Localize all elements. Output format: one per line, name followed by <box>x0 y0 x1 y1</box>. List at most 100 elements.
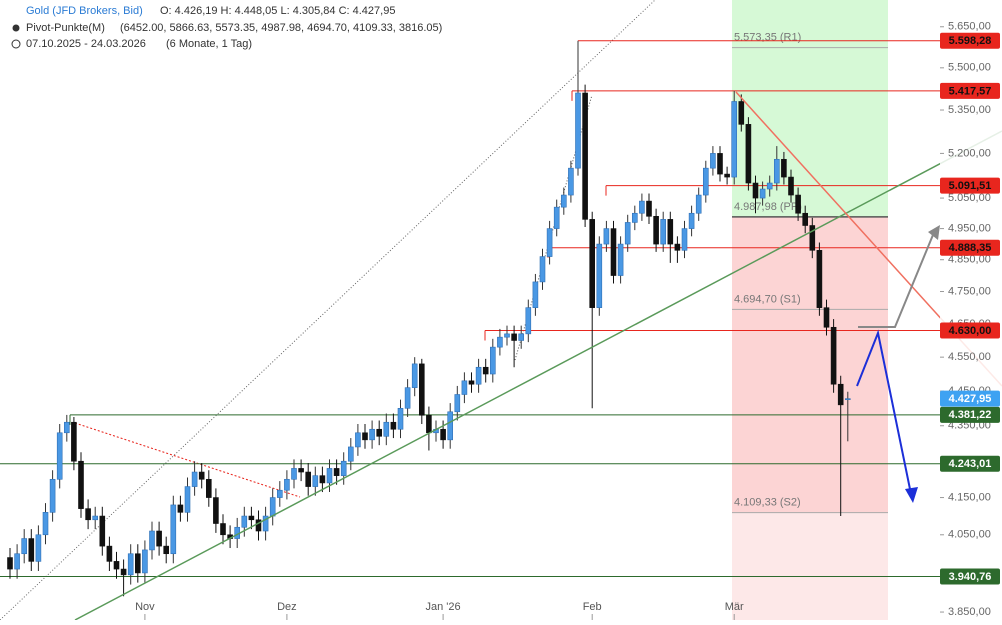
candle-body <box>340 460 347 476</box>
candle-body <box>518 333 525 341</box>
candle-body <box>35 534 42 562</box>
candle-body <box>355 432 361 448</box>
pivot-label: 4.694,70 (S1) <box>734 293 801 305</box>
candle-body <box>28 538 35 562</box>
date-range: 07.10.2025 - 24.03.2026 <box>26 38 146 50</box>
candle-body <box>177 504 184 513</box>
price-box <box>940 177 1000 194</box>
candle-body <box>646 200 652 217</box>
candles <box>7 40 851 597</box>
candle-body <box>596 243 603 308</box>
candle-body <box>752 182 759 199</box>
candle-body <box>440 428 446 441</box>
x-tick-label: Feb <box>583 601 602 613</box>
candle-body <box>539 256 546 283</box>
candle-body <box>461 380 468 395</box>
candle-body <box>610 228 617 276</box>
candle-body <box>142 549 148 574</box>
candle-body <box>589 219 596 308</box>
candle-body <box>99 515 106 547</box>
price-box <box>940 82 1000 99</box>
candle-body <box>837 383 844 406</box>
axis: 3.850,003.950,004.050,004.150,004.250,00… <box>135 0 1002 620</box>
y-tick-label: 5.350,00 <box>948 104 991 116</box>
candle-body <box>284 478 290 491</box>
trend-line-dotted <box>0 0 656 621</box>
candle-body <box>333 468 340 476</box>
price-box-label: 4.243,01 <box>949 458 992 470</box>
candle-body <box>844 398 851 400</box>
candle-body <box>489 346 496 375</box>
candle-body <box>411 363 418 388</box>
candle-body <box>347 446 354 462</box>
x-tick-label: Nov <box>135 601 155 613</box>
candle-body <box>724 173 730 178</box>
x-tick-label: Dez <box>277 601 297 613</box>
candle-body <box>504 333 510 338</box>
price-box-label: 4.381,22 <box>949 409 992 421</box>
candle-body <box>42 512 49 536</box>
candle-body <box>816 250 823 308</box>
price-box <box>940 406 1000 423</box>
candle-body <box>830 326 837 385</box>
price-box <box>940 568 1000 585</box>
price-box-label: 5.598,28 <box>949 35 992 47</box>
candle-body <box>92 515 98 521</box>
arrow-head <box>928 225 940 240</box>
candle-body <box>731 101 738 178</box>
candle-body <box>660 219 667 245</box>
zones <box>732 0 888 620</box>
pivot-label: 4.109,33 (S2) <box>734 496 801 508</box>
y-tick-label: 4.750,00 <box>948 285 991 297</box>
y-tick-label: 4.950,00 <box>948 222 991 234</box>
candle-body <box>262 515 269 532</box>
candle-body <box>773 158 780 184</box>
candle-body <box>120 568 127 576</box>
candle-body <box>788 176 794 196</box>
candle-body <box>156 530 162 547</box>
candle-body <box>135 553 141 574</box>
candle-body <box>276 489 283 498</box>
x-tick-label: Mär <box>725 601 744 613</box>
y-tick-label: 5.650,00 <box>948 21 991 33</box>
candle-body <box>319 475 326 484</box>
candle-body <box>553 206 560 229</box>
candle-body <box>575 92 581 169</box>
candle-body <box>14 553 20 570</box>
candle-body <box>475 366 482 385</box>
arrow-head <box>905 487 918 503</box>
ohlc-text: O: 4.426,19 H: 4.448,05 L: 4.305,84 C: 4… <box>160 5 395 17</box>
candle-body <box>631 212 638 223</box>
bear-zone-light <box>732 512 888 620</box>
bull-zone <box>732 0 888 217</box>
candle-body <box>383 421 390 437</box>
header: Gold (JFD Brokers, Bid) O: 4.426,19 H: 4… <box>11 5 442 50</box>
y-tick-label: 5.050,00 <box>948 192 991 204</box>
trend-line-dotted <box>74 422 301 498</box>
y-tick-label: 4.550,00 <box>948 351 991 363</box>
price-box <box>940 390 1000 407</box>
price-box-label: 4.888,35 <box>949 242 992 254</box>
candle-body <box>78 460 84 509</box>
candle-body <box>511 333 517 341</box>
price-box <box>940 239 1000 256</box>
candle-body <box>582 92 588 220</box>
trend-line <box>74 130 1002 621</box>
candle-body <box>702 167 709 196</box>
candle-body <box>213 497 219 524</box>
candle-body <box>802 212 809 226</box>
pivot-label: 4.987,98 (PP) <box>734 201 802 213</box>
candle-body <box>397 408 404 430</box>
candle-body <box>362 432 368 441</box>
candle-body <box>497 336 503 348</box>
candle-body <box>795 194 801 214</box>
candle-body <box>447 411 454 441</box>
candle-body <box>291 468 297 480</box>
candle-body <box>653 216 659 245</box>
candle-body <box>766 182 773 190</box>
candle-body <box>468 380 475 385</box>
x-tick-label: Jan '26 <box>426 601 461 613</box>
scenario-arrow <box>858 229 936 328</box>
indicator-icon <box>12 24 20 32</box>
